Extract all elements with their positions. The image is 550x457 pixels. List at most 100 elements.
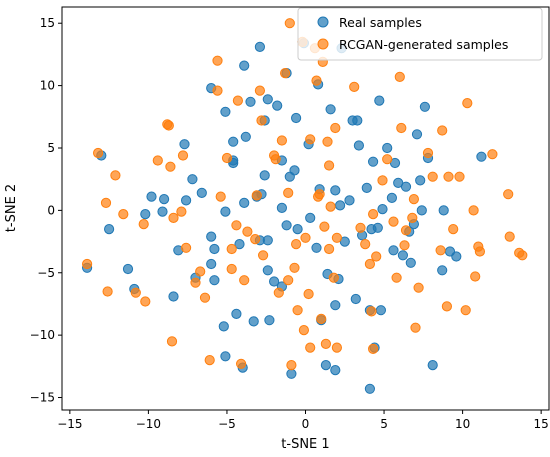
generated-sample-point [254,85,265,96]
real-sample-point [262,235,273,246]
real-sample-point [344,195,355,206]
real-sample-point [146,191,157,202]
real-sample-point [220,351,231,362]
generated-sample-point [382,154,393,165]
generated-sample-point [215,191,226,202]
real-sample-point [179,139,190,150]
real-sample-point [228,136,239,147]
generated-sample-point [368,343,379,354]
generated-sample-point [93,147,104,159]
generated-sample-point [221,152,233,164]
generated-sample-point [250,234,261,245]
generated-sample-point [286,360,297,371]
generated-sample-point [422,147,434,159]
generated-sample-point [152,155,163,166]
generated-sample-point [331,342,342,353]
generated-sample-point [305,134,316,145]
y-tick-label: 10 [40,79,55,93]
real-sample-point [427,360,438,371]
generated-sample-point [239,275,250,286]
real-sample-point [382,142,393,154]
real-sample-point [320,360,331,371]
generated-sample-point [231,220,242,231]
real-sample-point [248,316,259,327]
generated-sample-point [232,95,243,106]
x-tick-label: 5 [380,417,388,431]
real-sample-point [157,206,168,217]
real-sample-point [292,224,303,235]
generated-sample-point [371,251,382,262]
real-sample-point [353,140,364,151]
real-sample-point [325,104,336,115]
generated-sample-point [349,81,360,93]
x-tick-label: −5 [218,417,236,431]
real-sample-point [305,212,316,223]
series-generated-samples [82,18,528,371]
legend: Real samples RCGAN-generated samples [297,7,543,61]
real-sample-point [416,205,427,216]
generated-sample-point [289,262,300,273]
generated-sample-point [292,305,303,316]
real-sample-point [451,251,462,262]
generated-sample-point [140,296,151,307]
generated-sample-point [280,68,291,79]
generated-sample-point [110,170,121,181]
x-tick-label: 10 [455,417,470,431]
generated-sample-point [448,224,459,235]
axis-ticks: −15 −10 −5 0 5 10 15 −15 −10 −5 0 5 10 15 [30,16,549,431]
generated-sample-point [368,209,379,220]
generated-sample-point [364,258,375,270]
real-sample-point [181,195,192,206]
generated-sample-point [283,275,294,286]
generated-sample-point [331,232,342,243]
generated-sample-point [305,342,316,353]
real-sample-point [350,293,361,305]
generated-sample-point [468,205,479,216]
real-sample-point [254,41,265,53]
generated-sample-point [303,288,314,300]
generated-sample-point [388,216,399,227]
real-sample-point [234,239,245,250]
generated-sample-point [324,160,335,171]
real-sample-point [159,194,170,205]
real-sample-point [281,220,292,231]
generated-sample-point [100,197,112,208]
generated-sample-point [102,286,113,297]
real-sample-point [476,151,487,162]
generated-sample-point [283,187,294,198]
generated-sample-point [82,258,93,270]
real-sample-point [245,96,256,107]
y-tick-label: 5 [47,141,55,155]
generated-sample-point [242,226,253,237]
real-sample-point [419,101,430,112]
generated-sample-point [177,150,189,161]
generated-sample-point [163,120,174,131]
generated-sample-point [311,75,322,86]
generated-sample-point [212,85,223,96]
real-sample-point [374,95,385,106]
generated-sample-point [181,242,192,253]
generated-sample-point [270,154,281,165]
generated-sample-point [276,135,287,146]
real-sample-point [140,209,151,220]
generated-sample-point [454,171,465,182]
real-sample-point [168,291,179,302]
generated-sample-point [391,272,402,283]
generated-sample-point [168,212,179,223]
generated-sample-point [394,71,405,83]
generated-sample-point [314,189,325,200]
real-sample-point [415,175,426,186]
generated-sample-point [443,171,454,182]
generated-sample-point [517,250,528,261]
real-sample-point [269,276,280,287]
generated-sample-point [460,305,471,316]
real-sample-point [397,250,408,261]
real-sample-point [352,115,363,126]
generated-sample-point [322,136,333,147]
generated-sample-point [399,240,410,251]
real-sample-point [400,181,412,192]
generated-sample-point [408,194,419,205]
real-sample-point [206,231,217,242]
real-sample-point [311,242,322,253]
generated-sample-point [400,225,412,236]
